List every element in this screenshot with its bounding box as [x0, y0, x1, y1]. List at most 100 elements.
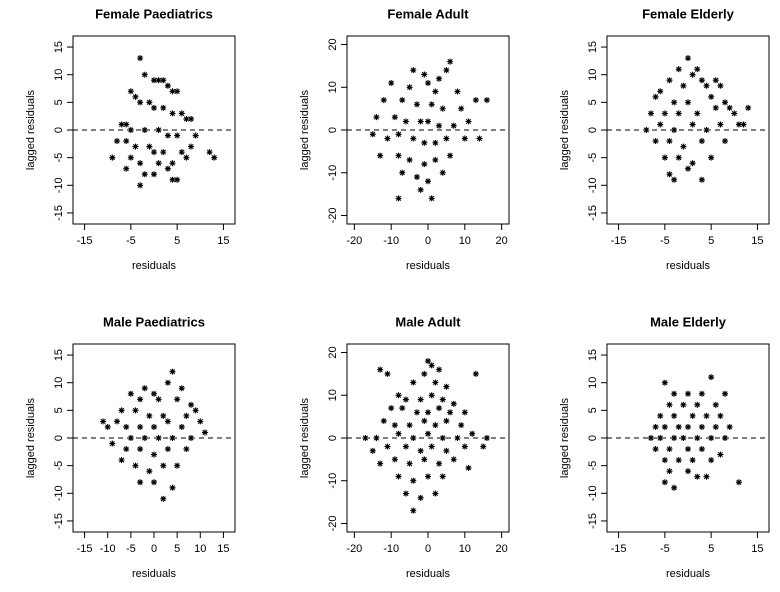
point: [188, 115, 195, 122]
point: [643, 127, 650, 133]
y-tick-label: -10: [327, 473, 339, 489]
point: [174, 88, 181, 95]
x-tick-label: 5: [708, 235, 714, 247]
point: [439, 473, 446, 480]
point: [384, 443, 391, 450]
point: [188, 143, 195, 150]
point: [461, 443, 468, 450]
point: [201, 429, 208, 436]
point: [373, 114, 380, 121]
point: [123, 165, 130, 172]
point: [377, 460, 384, 467]
point: [694, 435, 701, 441]
point: [666, 77, 673, 84]
point: [726, 423, 733, 430]
y-tick-label: -10: [327, 165, 339, 181]
point: [432, 139, 439, 146]
point: [155, 127, 162, 133]
point: [450, 400, 457, 407]
point: [703, 473, 710, 480]
point: [169, 484, 176, 491]
x-tick-label: -10: [100, 543, 116, 555]
point: [151, 423, 157, 430]
x-tick-label: -5: [126, 235, 136, 247]
point: [380, 97, 387, 104]
point: [671, 176, 678, 183]
point: [413, 174, 420, 180]
panel-title: Male Adult: [395, 314, 461, 329]
point: [380, 417, 387, 424]
point: [671, 99, 678, 106]
x-tick-label: -15: [77, 543, 93, 555]
point: [671, 390, 678, 397]
point: [703, 127, 710, 133]
point: [399, 169, 406, 176]
point: [137, 423, 144, 430]
point: [127, 154, 134, 161]
point: [735, 121, 742, 128]
point: [421, 139, 428, 146]
x-axis-label: residuals: [666, 568, 711, 580]
point: [432, 156, 439, 163]
point: [657, 121, 664, 128]
point: [671, 412, 678, 419]
y-tick-label: 5: [587, 99, 599, 105]
point: [689, 121, 696, 128]
y-tick-label: 5: [53, 407, 65, 413]
point: [123, 121, 130, 128]
point: [685, 55, 691, 62]
point: [428, 392, 435, 399]
point: [406, 156, 413, 163]
x-tick-label: 5: [174, 543, 180, 555]
point: [685, 446, 691, 453]
point: [118, 407, 125, 414]
y-tick-label: 0: [587, 127, 599, 133]
point: [447, 409, 454, 416]
x-tick-label: -15: [611, 543, 627, 555]
x-tick-label: 0: [151, 543, 157, 555]
point: [717, 82, 724, 89]
point: [708, 93, 715, 100]
point: [183, 115, 190, 122]
point: [726, 104, 733, 111]
point: [661, 423, 668, 430]
point: [712, 401, 719, 408]
point: [425, 473, 431, 480]
x-tick-label: -5: [660, 235, 670, 247]
panel-title: Female Adult: [387, 6, 469, 21]
panel-title: Female Paediatrics: [95, 6, 213, 21]
point: [377, 366, 384, 373]
point: [151, 451, 157, 458]
point: [160, 495, 167, 502]
y-tick-label: 15: [587, 41, 599, 53]
y-tick-label: 15: [587, 349, 599, 361]
x-tick-label: 15: [217, 235, 229, 247]
y-tick-label: 0: [53, 435, 65, 441]
y-tick-label: 10: [587, 69, 599, 81]
point: [698, 176, 705, 183]
point: [432, 88, 439, 95]
point: [698, 138, 705, 145]
point: [421, 417, 428, 424]
point: [413, 101, 420, 108]
point: [652, 423, 659, 430]
point: [137, 55, 144, 62]
point: [461, 135, 468, 142]
y-tick-label: -20: [327, 208, 339, 224]
point: [395, 195, 402, 202]
point: [104, 423, 111, 430]
point: [432, 490, 439, 497]
point: [694, 110, 701, 117]
x-tick-label: -10: [383, 235, 399, 247]
point: [410, 477, 417, 484]
x-tick-label: -15: [77, 235, 93, 247]
point: [402, 118, 409, 125]
y-tick-label: 5: [53, 99, 65, 105]
point: [192, 132, 199, 139]
point: [708, 457, 715, 464]
point: [137, 99, 144, 106]
point: [680, 401, 687, 408]
point: [675, 110, 682, 117]
point: [164, 446, 171, 453]
point: [671, 127, 678, 133]
